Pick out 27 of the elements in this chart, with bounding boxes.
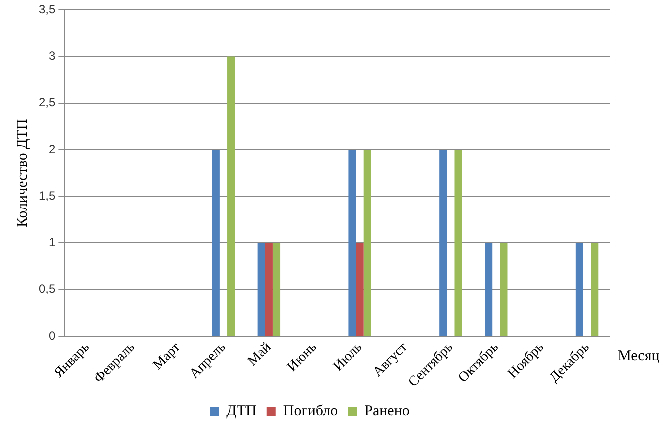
y-tick-label: 0,5 (38, 282, 56, 296)
legend-label: ДТП (226, 403, 258, 420)
bar (228, 56, 236, 336)
bar (440, 150, 448, 336)
y-axis-title: Количество ДТП (14, 119, 31, 228)
bar (485, 243, 493, 336)
y-tick-label: 2 (48, 142, 56, 156)
bar (212, 150, 220, 336)
bar (454, 150, 462, 336)
bar (356, 243, 364, 336)
y-tick-label: 3,5 (38, 2, 56, 17)
y-tick-label: 2,5 (38, 96, 56, 110)
bar (258, 243, 266, 336)
x-axis-title: Месяц (618, 348, 660, 364)
y-tick-label: 1 (48, 236, 56, 250)
y-tick-label: 1,5 (38, 188, 56, 203)
bar (591, 243, 599, 336)
bar (265, 243, 273, 336)
legend-label: Ранено (364, 403, 410, 420)
bar (348, 150, 356, 336)
legend-label: Погибло (283, 403, 338, 420)
bar (272, 243, 281, 336)
bar (576, 243, 584, 336)
bar (364, 150, 372, 336)
y-tick-label: 3 (48, 49, 56, 64)
y-tick-label: 0 (48, 328, 56, 343)
bar (500, 243, 508, 336)
